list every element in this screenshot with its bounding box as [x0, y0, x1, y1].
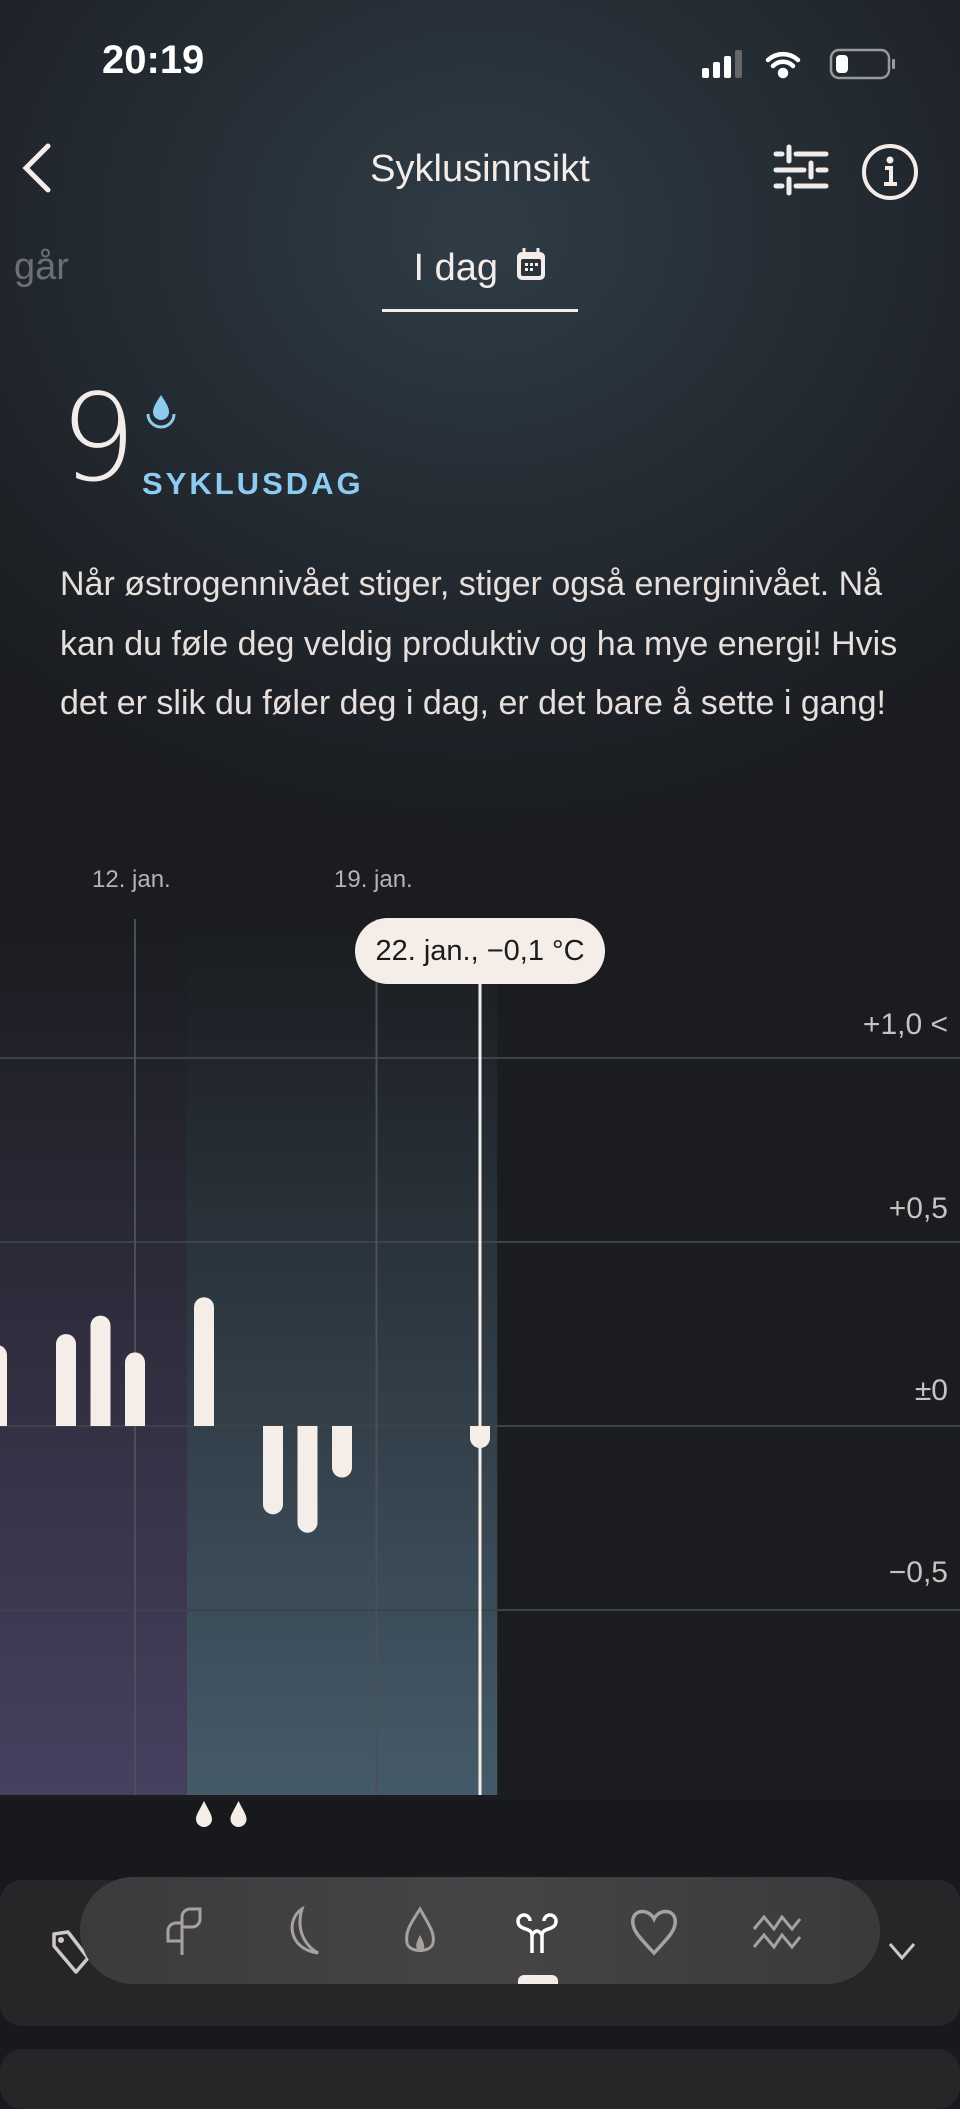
- temperature-bar: [90, 1315, 111, 1426]
- active-nav-indicator: [518, 1975, 558, 1984]
- temperature-bar: [297, 1426, 318, 1533]
- y-tick-minus-0-5: −0,5: [888, 1556, 948, 1589]
- y-tick-plus-0-5: +0,5: [888, 1192, 948, 1225]
- x-tick-19-jan: 19. jan.: [334, 866, 413, 893]
- temperature-bar: [194, 1297, 214, 1426]
- filter-sliders-icon[interactable]: [772, 144, 832, 196]
- moon-icon[interactable]: [278, 1905, 332, 1959]
- selected-temperature-bar: [470, 1426, 490, 1448]
- selected-day-tooltip: 22. jan., −0,1 °C: [355, 918, 605, 984]
- status-icons: [702, 48, 895, 80]
- period-drop-icon: [230, 1801, 247, 1827]
- temperature-bar: [0, 1345, 7, 1426]
- temperature-bar: [332, 1426, 352, 1478]
- uterus-icon[interactable]: [510, 1905, 564, 1959]
- info-icon[interactable]: [860, 142, 920, 202]
- signal-icon: [702, 50, 742, 78]
- period-drop-icon: [196, 1801, 212, 1827]
- next-card: [0, 2049, 960, 2109]
- phase-description: Når østrogennivået stiger, stiger også e…: [60, 565, 898, 722]
- drop-icon: [146, 395, 176, 429]
- temperature-bar: [125, 1352, 145, 1426]
- tab-today-underline: [382, 309, 578, 312]
- sprout-icon[interactable]: [156, 1905, 210, 1959]
- tab-yesterday-label: går: [14, 246, 69, 288]
- temperature-bar: [56, 1334, 76, 1426]
- tab-today-label: I dag: [413, 247, 498, 289]
- status-time: 20:19: [102, 38, 205, 82]
- temperature-bar: [263, 1426, 283, 1515]
- tab-today[interactable]: I dag: [382, 246, 578, 290]
- battery-icon: [829, 48, 895, 80]
- heart-icon[interactable]: [627, 1905, 681, 1959]
- category-nav: [80, 1877, 880, 1984]
- chevron-down-icon[interactable]: [886, 1940, 918, 1964]
- x-tick-12-jan: 12. jan.: [92, 866, 171, 893]
- y-tick-zero: ±0: [914, 1374, 948, 1407]
- tag-icon[interactable]: [48, 1928, 92, 1978]
- cycle-day-label: SYKLUSDAG: [142, 466, 364, 501]
- temperature-chart[interactable]: [0, 900, 960, 1840]
- flame-icon[interactable]: [393, 1905, 447, 1959]
- tab-yesterday[interactable]: går: [14, 246, 69, 289]
- calendar-icon: [516, 248, 545, 280]
- cycle-phase-band: [186, 919, 498, 1795]
- cycle-day-number: 9: [60, 370, 137, 509]
- page-title: Syklusinnsikt: [370, 148, 590, 190]
- back-button[interactable]: [18, 142, 54, 194]
- waves-icon[interactable]: [750, 1905, 804, 1959]
- wifi-icon: [765, 51, 801, 79]
- y-tick-plus-1: +1,0 <: [862, 1008, 948, 1041]
